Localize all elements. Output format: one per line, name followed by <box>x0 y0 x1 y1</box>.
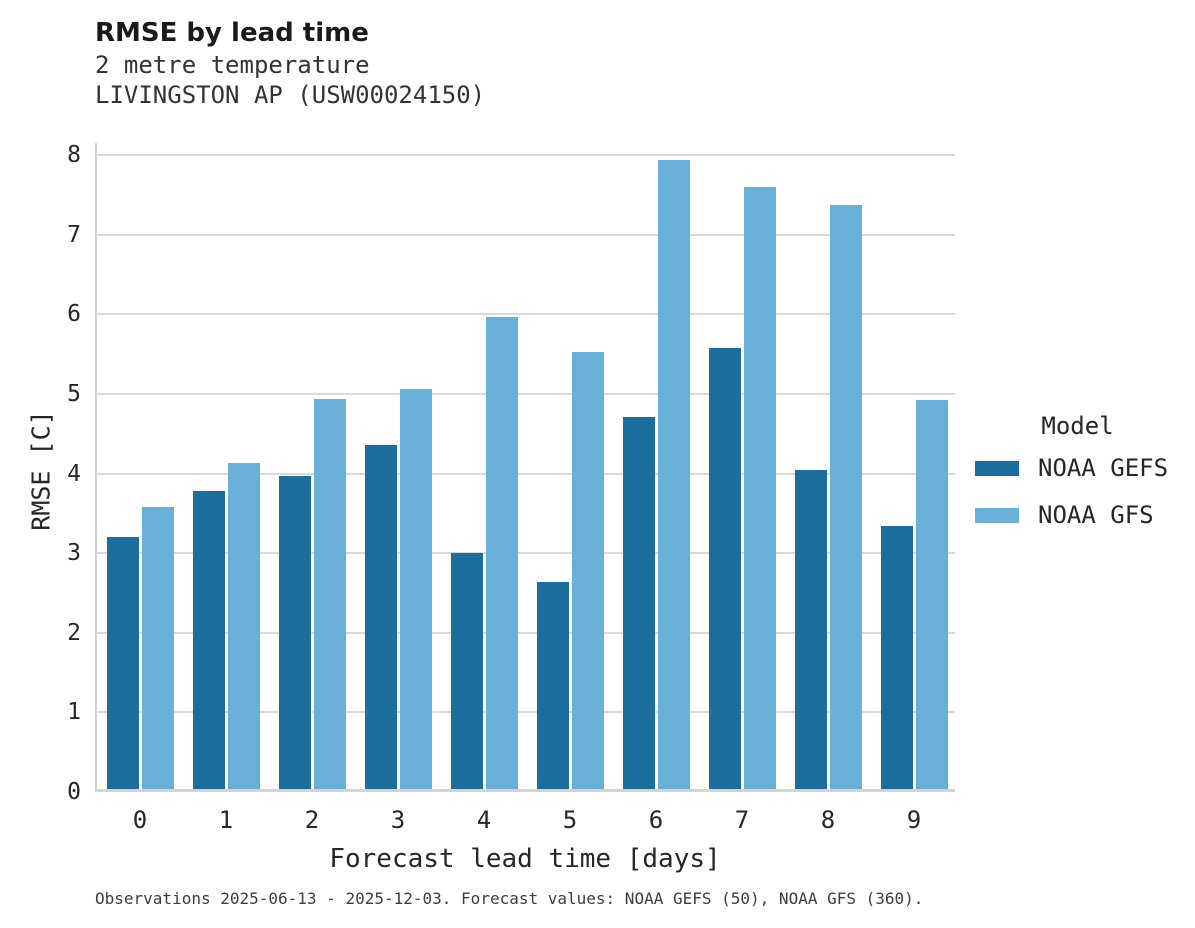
y-tick-label-1: 1 <box>67 699 81 726</box>
bar-noaa-gefs-lead-0 <box>106 537 139 789</box>
bar-noaa-gfs-lead-2 <box>313 398 346 789</box>
x-axis-title: Forecast lead time [days] <box>329 844 721 874</box>
bar-noaa-gfs-lead-1 <box>227 462 260 789</box>
legend-swatch-icon <box>975 507 1019 523</box>
x-tick-label-8: 8 <box>820 806 836 834</box>
bar-noaa-gefs-lead-8 <box>794 469 827 789</box>
y-tick-label-5: 5 <box>67 381 81 407</box>
bar-noaa-gfs-lead-4 <box>485 316 518 789</box>
legend-entry-noaa-gfs: NOAA GFS <box>975 501 1180 529</box>
x-tick-label-4: 4 <box>476 806 492 834</box>
y-tick-label-3: 3 <box>67 540 81 567</box>
bar-noaa-gfs-lead-8 <box>829 204 862 789</box>
x-tick-label-7: 7 <box>734 806 750 834</box>
bar-noaa-gefs-lead-3 <box>364 445 397 789</box>
bar-noaa-gefs-lead-5 <box>536 582 569 789</box>
legend: Model NOAA GEFS NOAA GFS <box>975 412 1180 548</box>
gridline-y-4 <box>97 472 955 475</box>
chart-subtitle-station: LIVINGSTON AP (USW00024150) <box>95 81 486 109</box>
chart-title: RMSE by lead time <box>95 18 369 48</box>
bar-noaa-gefs-lead-2 <box>278 476 311 789</box>
gridline-y-6 <box>97 313 955 316</box>
y-tick-label-8: 8 <box>67 142 81 169</box>
x-tick-label-6: 6 <box>648 806 664 834</box>
bar-noaa-gefs-lead-4 <box>450 552 483 789</box>
bar-noaa-gefs-lead-7 <box>708 348 741 789</box>
bar-noaa-gfs-lead-0 <box>141 507 174 789</box>
y-tick-label-0: 0 <box>67 779 81 805</box>
gridline-y-8 <box>97 154 955 157</box>
legend-swatch-icon <box>975 460 1019 476</box>
x-tick-label-9: 9 <box>906 806 922 834</box>
y-tick-label-2: 2 <box>67 619 81 646</box>
x-tick-label-2: 2 <box>304 806 320 834</box>
bar-noaa-gfs-lead-7 <box>743 187 776 789</box>
gridline-y-1 <box>97 711 955 714</box>
bar-noaa-gfs-lead-6 <box>657 160 690 789</box>
gridline-y-3 <box>97 552 955 555</box>
bar-noaa-gefs-lead-6 <box>622 417 655 789</box>
gridline-y-7 <box>97 233 955 236</box>
bar-noaa-gfs-lead-3 <box>399 388 432 789</box>
legend-label: NOAA GFS <box>1038 501 1154 529</box>
gridline-y-2 <box>97 631 955 634</box>
x-tick-label-1: 1 <box>218 806 234 834</box>
x-tick-label-0: 0 <box>132 806 148 834</box>
bar-noaa-gfs-lead-9 <box>915 399 948 789</box>
bar-noaa-gfs-lead-5 <box>571 352 604 789</box>
chart-header: RMSE by lead time 2 metre temperature LI… <box>95 16 485 110</box>
legend-title: Model <box>1041 412 1114 440</box>
x-tick-label-3: 3 <box>390 806 406 834</box>
bar-noaa-gefs-lead-1 <box>192 490 225 789</box>
footer-caption: Observations 2025-06-13 - 2025-12-03. Fo… <box>95 889 924 908</box>
legend-entry-noaa-gefs: NOAA GEFS <box>975 454 1180 482</box>
gridline-y-5 <box>97 393 955 395</box>
y-tick-label-7: 7 <box>67 221 81 248</box>
y-tick-label-4: 4 <box>67 460 81 487</box>
plot-area: 0 1 2 3 4 5 6 7 8 0 1 2 3 4 5 6 7 8 9 <box>67 143 955 834</box>
chart-subtitle-variable: 2 metre temperature <box>95 51 370 79</box>
x-tick-label-5: 5 <box>562 806 578 834</box>
bar-noaa-gefs-lead-9 <box>880 526 913 789</box>
y-tick-label-6: 6 <box>67 301 81 328</box>
legend-label: NOAA GEFS <box>1038 454 1169 482</box>
